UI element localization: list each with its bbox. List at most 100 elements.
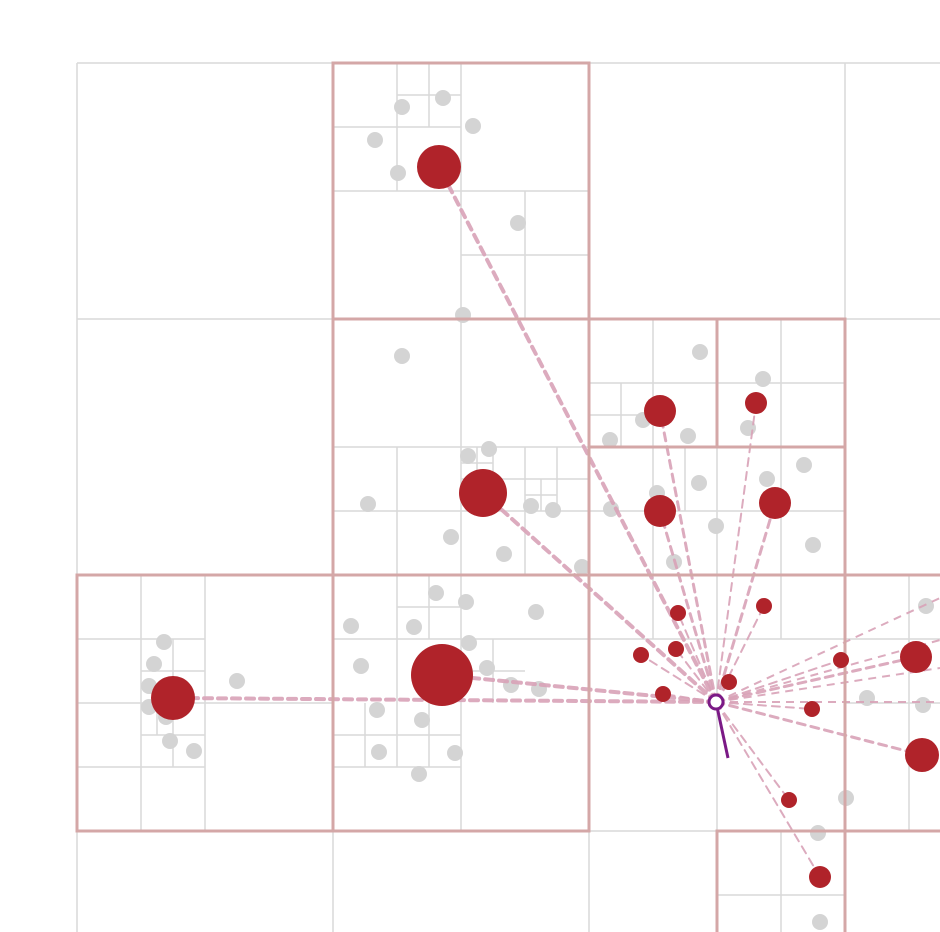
aggregate-point bbox=[417, 145, 461, 189]
force-line bbox=[440, 673, 718, 704]
faint-point bbox=[455, 307, 471, 323]
force-line bbox=[715, 402, 757, 703]
faint-point bbox=[545, 502, 561, 518]
aggregate-point bbox=[644, 395, 676, 427]
aggregate-point bbox=[809, 866, 831, 888]
faint-point bbox=[708, 518, 724, 534]
faint-point bbox=[859, 690, 875, 706]
force-line bbox=[677, 612, 717, 703]
quadtree-grid bbox=[76, 62, 940, 932]
faint-point-group bbox=[141, 90, 934, 930]
faint-point bbox=[510, 215, 526, 231]
faint-point bbox=[353, 658, 369, 674]
faint-point bbox=[428, 585, 444, 601]
force-line bbox=[714, 501, 777, 704]
faint-point bbox=[461, 635, 477, 651]
aggregate-point-group bbox=[151, 145, 939, 888]
force-line bbox=[658, 509, 718, 704]
faint-point bbox=[229, 673, 245, 689]
faint-point bbox=[603, 501, 619, 517]
faint-point bbox=[369, 702, 385, 718]
force-line bbox=[658, 409, 718, 704]
force-line bbox=[481, 491, 718, 704]
aggregate-point bbox=[633, 647, 649, 663]
aggregate-point bbox=[781, 792, 797, 808]
faint-point bbox=[805, 537, 821, 553]
faint-point bbox=[810, 825, 826, 841]
force-line bbox=[715, 667, 940, 703]
faint-point bbox=[528, 604, 544, 620]
faint-point bbox=[458, 594, 474, 610]
faint-point bbox=[156, 634, 172, 650]
highlighted-cell bbox=[843, 573, 940, 833]
faint-point bbox=[162, 733, 178, 749]
faint-point bbox=[411, 766, 427, 782]
faint-point bbox=[692, 344, 708, 360]
faint-point bbox=[523, 498, 539, 514]
aggregate-point bbox=[668, 641, 684, 657]
faint-point bbox=[146, 656, 162, 672]
force-line bbox=[715, 659, 842, 703]
faint-point bbox=[812, 914, 828, 930]
faint-point bbox=[796, 457, 812, 473]
faint-point bbox=[755, 371, 771, 387]
highlighted-cell bbox=[331, 573, 591, 833]
force-line bbox=[437, 165, 718, 704]
faint-point bbox=[479, 660, 495, 676]
aggregate-point bbox=[756, 598, 772, 614]
faint-point bbox=[394, 348, 410, 364]
faint-point bbox=[443, 529, 459, 545]
aggregate-point bbox=[745, 392, 767, 414]
aggregate-point bbox=[411, 644, 473, 706]
faint-point bbox=[360, 496, 376, 512]
faint-point bbox=[460, 448, 476, 464]
highlighted-cell bbox=[587, 445, 847, 577]
force-line bbox=[714, 655, 918, 704]
aggregate-point bbox=[833, 652, 849, 668]
aggregate-point bbox=[759, 487, 791, 519]
faint-point bbox=[390, 165, 406, 181]
faint-point bbox=[602, 432, 618, 448]
target-body-marker bbox=[707, 693, 730, 759]
velocity-vector bbox=[714, 701, 730, 759]
faint-point bbox=[371, 744, 387, 760]
faint-point bbox=[918, 598, 934, 614]
faint-point bbox=[447, 745, 463, 761]
target-body-ring-icon bbox=[707, 693, 725, 711]
faint-point bbox=[186, 743, 202, 759]
faint-point bbox=[496, 546, 512, 562]
faint-point bbox=[691, 475, 707, 491]
force-line bbox=[714, 700, 924, 757]
highlighted-cell bbox=[715, 829, 847, 932]
force-line-group bbox=[171, 165, 940, 878]
faint-point bbox=[915, 697, 931, 713]
force-line bbox=[715, 639, 940, 703]
faint-point bbox=[435, 90, 451, 106]
faint-point bbox=[414, 712, 430, 728]
force-line bbox=[715, 701, 821, 878]
aggregate-point bbox=[721, 674, 737, 690]
faint-point bbox=[680, 428, 696, 444]
faint-point bbox=[343, 618, 359, 634]
faint-point bbox=[759, 471, 775, 487]
faint-point bbox=[394, 99, 410, 115]
aggregate-point bbox=[644, 495, 676, 527]
force-line bbox=[715, 701, 813, 710]
aggregate-point bbox=[655, 686, 671, 702]
aggregate-point bbox=[905, 738, 939, 772]
faint-point bbox=[367, 132, 383, 148]
faint-point bbox=[406, 619, 422, 635]
force-line bbox=[715, 701, 790, 801]
aggregate-point bbox=[804, 701, 820, 717]
aggregate-point bbox=[900, 641, 932, 673]
faint-point bbox=[465, 118, 481, 134]
aggregate-point bbox=[459, 469, 507, 517]
faint-point bbox=[574, 559, 590, 575]
aggregate-point bbox=[670, 605, 686, 621]
force-line bbox=[640, 654, 717, 703]
faint-point bbox=[481, 441, 497, 457]
force-line bbox=[675, 648, 717, 703]
aggregate-point bbox=[151, 676, 195, 720]
